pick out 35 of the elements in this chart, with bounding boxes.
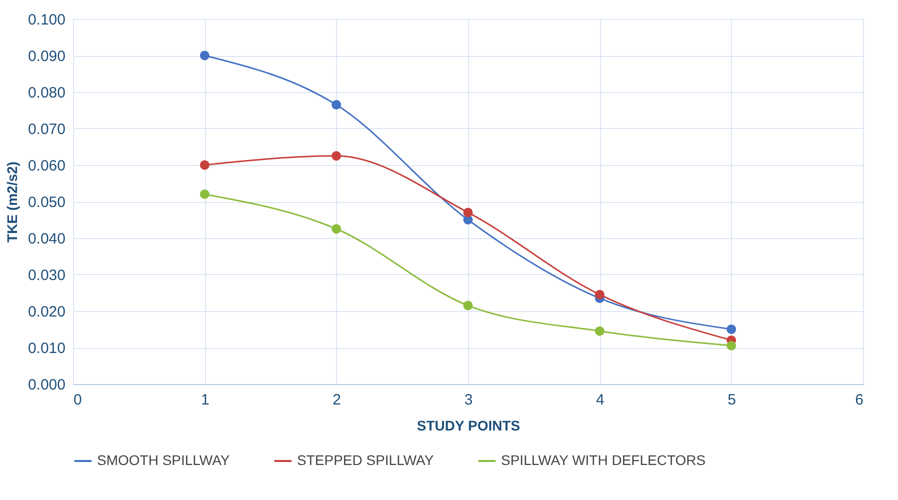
point [332,224,342,234]
point [726,340,736,350]
point [332,100,342,110]
x-tick-label: 1 [200,392,210,408]
y-axis-title: TKE (m2/s2) [4,162,20,242]
point [594,290,604,300]
y-tick-label: 0.000 [28,376,66,394]
y-tick-label: 0.020 [28,304,66,320]
x-tick-label: 5 [728,392,736,408]
point [463,300,473,310]
x-tick-label: 3 [464,392,473,408]
point [200,189,210,199]
y-tick-label: 0.050 [28,194,66,211]
legend-label: STEPPED SPILLWAY [297,452,434,468]
y-tick-label: 0.090 [28,48,66,65]
x-tick-label: 2 [332,392,342,408]
point [200,50,210,60]
x-tick-label: 0 [74,392,82,408]
legend-label: SMOOTH SPILLWAY [97,452,230,468]
y-tick-label: 0.010 [28,340,66,357]
y-tick-label: 0.030 [28,267,66,284]
x-axis-title: STUDY POINTS [416,418,520,434]
x-tick-label: 4 [596,392,604,408]
y-tick-label: 0.070 [28,121,66,138]
point [726,324,736,334]
y-tick-label: 0.100 [28,12,66,28]
point [332,151,342,161]
y-tick-label: 0.060 [28,158,66,174]
point [200,160,210,170]
y-tick-label: 0.040 [28,230,66,248]
point [594,326,604,336]
y-tick-label: 0.080 [28,84,66,102]
point [463,208,473,218]
x-tick-label: 6 [855,392,864,408]
legend-label: SPILLWAY WITH DEFLECTORS [501,452,706,468]
